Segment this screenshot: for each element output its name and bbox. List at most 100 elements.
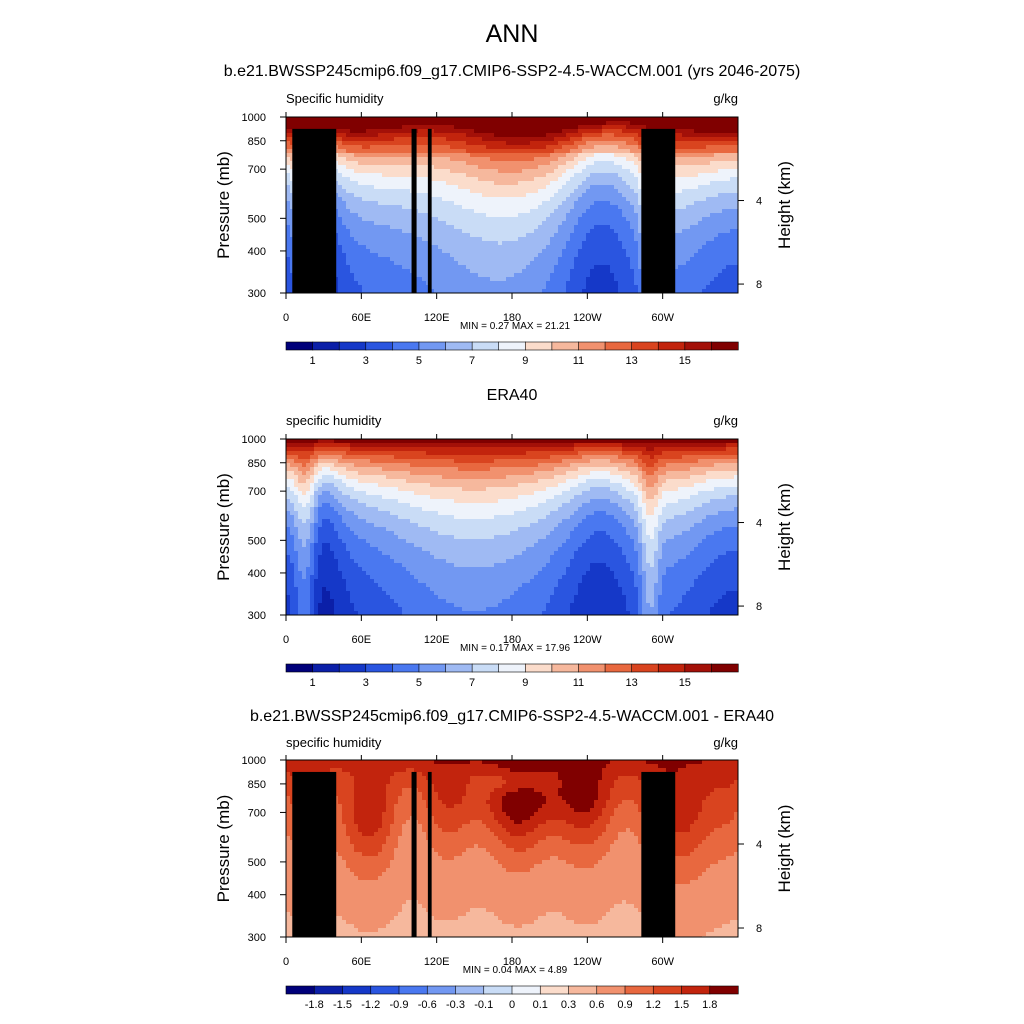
heatmap-cell — [350, 209, 355, 214]
heatmap-cell — [342, 149, 347, 154]
heatmap-cell — [614, 281, 619, 286]
heatmap-cell — [618, 209, 623, 214]
heatmap-cell — [450, 173, 455, 178]
heatmap-cell — [430, 145, 435, 150]
heatmap-cell — [434, 229, 439, 234]
heatmap-cell — [434, 221, 439, 226]
heatmap-cell — [526, 217, 531, 222]
heatmap-cell — [566, 177, 571, 182]
heatmap-cell — [454, 281, 459, 286]
heatmap-cell — [714, 137, 719, 142]
heatmap-cell — [394, 161, 399, 166]
heatmap-cell — [622, 193, 627, 198]
heatmap-cell — [570, 161, 575, 166]
heatmap-cell — [490, 237, 495, 242]
heatmap-cell — [590, 249, 595, 254]
heatmap-cell — [498, 269, 503, 274]
heatmap-cell — [438, 213, 443, 218]
heatmap-cell — [558, 237, 563, 242]
heatmap-cell — [490, 281, 495, 286]
heatmap-cell — [434, 169, 439, 174]
heatmap-cell — [718, 289, 723, 294]
heatmap-cell — [422, 145, 427, 150]
heatmap-cell — [730, 181, 735, 186]
heatmap-cell — [530, 125, 535, 130]
heatmap-cell — [590, 117, 595, 122]
heatmap-cell — [510, 133, 515, 138]
heatmap-cell — [386, 225, 391, 230]
heatmap-cell — [682, 121, 687, 126]
heatmap-cell — [446, 133, 451, 138]
heatmap-cell — [534, 285, 539, 290]
heatmap-cell — [714, 253, 719, 258]
heatmap-cell — [542, 125, 547, 130]
heatmap-cell — [374, 201, 379, 206]
heatmap-cell — [590, 273, 595, 278]
heatmap-cell — [474, 281, 479, 286]
heatmap-cell — [514, 137, 519, 142]
heatmap-cell — [598, 285, 603, 290]
heatmap-cell — [558, 145, 563, 150]
heatmap-cell — [722, 225, 727, 230]
heatmap-cell — [630, 221, 635, 226]
heatmap-cell — [454, 133, 459, 138]
heatmap-cell — [726, 233, 731, 238]
heatmap-cell — [678, 205, 683, 210]
heatmap-cell — [718, 185, 723, 190]
heatmap-cell — [718, 149, 723, 154]
heatmap-cell — [354, 277, 359, 282]
heatmap-cell — [678, 249, 683, 254]
heatmap-cell — [578, 141, 583, 146]
heatmap-cell — [346, 217, 351, 222]
heatmap-cell — [678, 209, 683, 214]
heatmap-cell — [382, 225, 387, 230]
heatmap-cell — [622, 133, 627, 138]
heatmap-cell — [542, 217, 547, 222]
heatmap-cell — [438, 201, 443, 206]
heatmap-cell — [446, 261, 451, 266]
heatmap-cell — [522, 253, 527, 258]
heatmap-cell — [518, 149, 523, 154]
heatmap-cell — [494, 273, 499, 278]
heatmap-cell — [342, 133, 347, 138]
heatmap-cell — [402, 253, 407, 258]
heatmap-cell — [378, 189, 383, 194]
heatmap-cell — [498, 225, 503, 230]
heatmap-cell — [694, 193, 699, 198]
heatmap-cell — [366, 129, 371, 134]
heatmap-cell — [386, 197, 391, 202]
heatmap-cell — [554, 245, 559, 250]
heatmap-cell — [682, 173, 687, 178]
heatmap-cell — [570, 177, 575, 182]
heatmap-cell — [510, 269, 515, 274]
heatmap-cell — [610, 121, 615, 126]
heatmap-cell — [394, 257, 399, 262]
heatmap-cell — [586, 281, 591, 286]
heatmap-cell — [730, 225, 735, 230]
heatmap-cell — [390, 149, 395, 154]
heatmap-cell — [726, 153, 731, 158]
heatmap-cell — [634, 213, 639, 218]
heatmap-cell — [706, 197, 711, 202]
heatmap-cell — [574, 129, 579, 134]
heatmap-cell — [686, 177, 691, 182]
heatmap-cell — [494, 125, 499, 130]
heatmap-cell — [446, 201, 451, 206]
heatmap-cell — [674, 129, 679, 134]
heatmap-cell — [698, 217, 703, 222]
heatmap-cell — [286, 229, 291, 234]
heatmap-cell — [550, 181, 555, 186]
heatmap-cell — [350, 221, 355, 226]
heatmap-cell — [422, 273, 427, 278]
heatmap-cell — [542, 225, 547, 230]
heatmap-cell — [506, 233, 511, 238]
heatmap-cell — [522, 209, 527, 214]
heatmap-cell — [538, 269, 543, 274]
heatmap-cell — [530, 289, 535, 294]
heatmap-cell — [578, 145, 583, 150]
heatmap-cell — [598, 253, 603, 258]
heatmap-cell — [674, 149, 679, 154]
heatmap-cell — [694, 145, 699, 150]
heatmap-cell — [686, 205, 691, 210]
heatmap-cell — [602, 285, 607, 290]
